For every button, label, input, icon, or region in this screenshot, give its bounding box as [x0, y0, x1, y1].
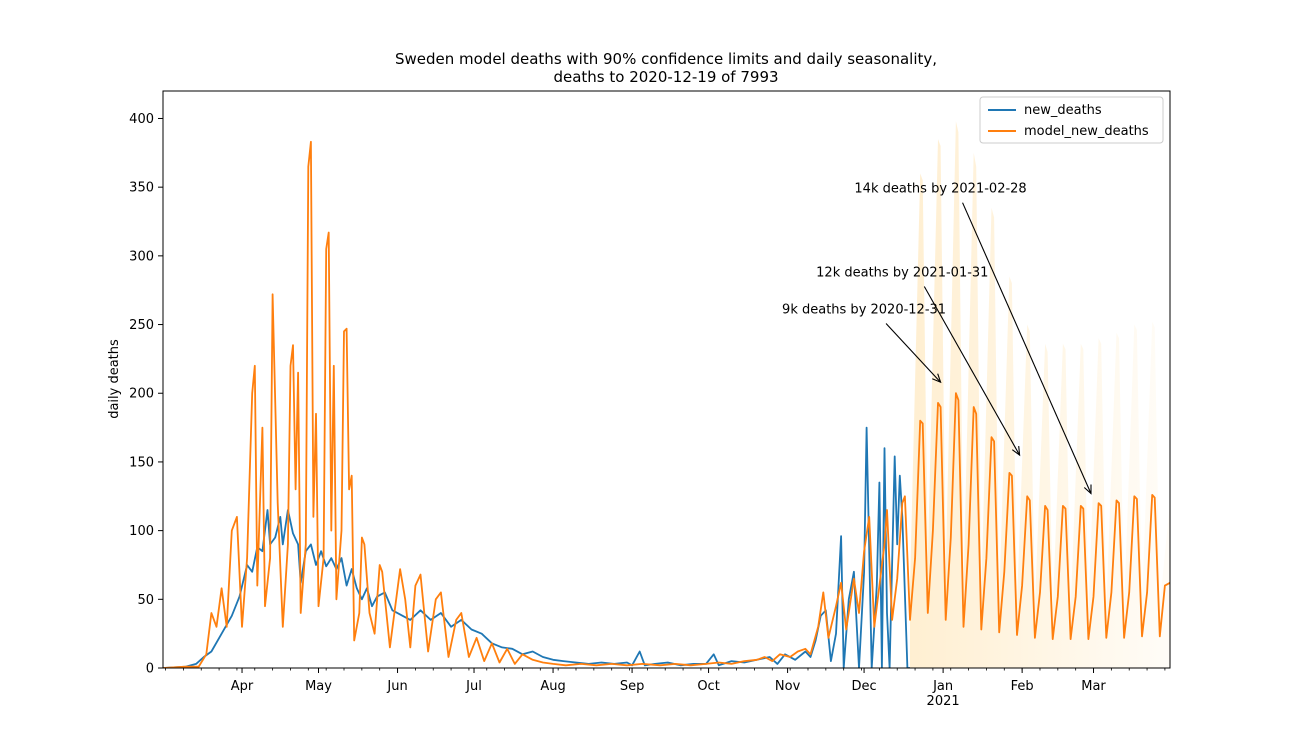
annotation-arrow-head [1083, 484, 1092, 495]
series-layer [163, 140, 1170, 668]
y-axis-label: daily deaths [107, 339, 122, 419]
legend-box [979, 96, 1164, 144]
x-tick-label: Dec [851, 679, 876, 694]
annotation-layer: 9k deaths by 2020-12-31 12k deaths by 202… [782, 182, 1092, 495]
annotation-arrow-line [923, 286, 1021, 456]
x-tick-label: Jul [465, 679, 482, 694]
annotation-text: 14k deaths by 2021-02-28 [854, 182, 1026, 197]
chart-title-line1: Sweden model deaths with 90% confidence … [395, 50, 937, 68]
x-tick-label: Jan [932, 679, 953, 694]
annotation-text: 9k deaths by 2020-12-31 [782, 303, 946, 318]
x-tick-label: Apr [231, 679, 254, 694]
x-tick-label: Nov [775, 679, 801, 694]
annotation-arrow-head [1011, 446, 1021, 457]
y-tick-label: 0 [146, 662, 154, 677]
x-tick-label: Sep [620, 679, 645, 694]
annotation-text: 12k deaths by 2021-01-31 [816, 265, 988, 280]
confidence-band [910, 121, 1170, 668]
legend: new_deaths model_new_deaths [979, 96, 1164, 144]
plot-frame [162, 90, 1171, 669]
legend-label-model-new-deaths: model_new_deaths [1024, 124, 1149, 139]
annotation-arrow-head [932, 373, 942, 384]
chart-title-line2: deaths to 2020-12-19 of 7993 [553, 68, 778, 86]
x-tick-year-label: 2021 [927, 694, 960, 709]
x-tick-label: Mar [1081, 679, 1106, 694]
y-tick-label: 50 [137, 593, 154, 608]
x-tick-label: Oct [697, 679, 719, 694]
x-tick-label: Aug [540, 679, 565, 694]
y-tick-label: 350 [129, 181, 154, 196]
y-tick-label: 400 [129, 112, 154, 127]
annotation-arrow-line [885, 323, 941, 383]
y-tick-label: 150 [129, 455, 154, 470]
x-tick-label: May [305, 679, 332, 694]
series-line-new-deaths [163, 426, 910, 668]
y-tick-label: 300 [129, 249, 154, 264]
y-tick-label: 250 [129, 318, 154, 333]
legend-label-new-deaths: new_deaths [1024, 103, 1102, 118]
annotation-arrow-line [962, 202, 1092, 494]
y-tick-label: 100 [129, 524, 154, 539]
y-axis: 0 50 100 150 200 250 300 350 400 [129, 112, 163, 677]
x-tick-label: Feb [1011, 679, 1034, 694]
confidence-band-layer [910, 121, 1170, 668]
series-line-model-new-deaths [163, 140, 1170, 668]
x-tick-label: Jun [386, 679, 407, 694]
y-tick-label: 200 [129, 387, 154, 402]
